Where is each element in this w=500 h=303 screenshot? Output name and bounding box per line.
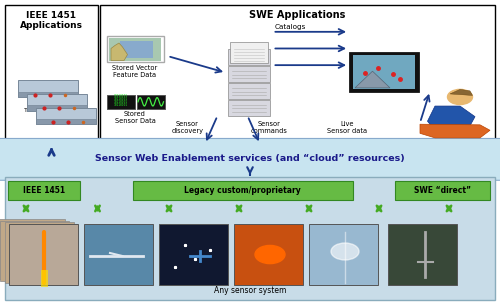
Circle shape: [331, 243, 359, 260]
FancyBboxPatch shape: [388, 224, 456, 285]
FancyBboxPatch shape: [26, 94, 86, 111]
Text: Any sensor system: Any sensor system: [214, 286, 286, 295]
FancyBboxPatch shape: [9, 224, 78, 285]
FancyBboxPatch shape: [100, 5, 495, 145]
Text: Catalogs: Catalogs: [274, 24, 306, 30]
FancyBboxPatch shape: [0, 221, 69, 281]
FancyBboxPatch shape: [228, 83, 270, 99]
Text: TEDS/NCAP/STWS: TEDS/NCAP/STWS: [24, 108, 79, 113]
FancyBboxPatch shape: [18, 92, 78, 97]
Text: SWE Applications: SWE Applications: [250, 10, 346, 20]
Text: Stored
Sensor Data: Stored Sensor Data: [114, 111, 156, 124]
FancyBboxPatch shape: [18, 80, 78, 97]
FancyBboxPatch shape: [350, 53, 418, 91]
Text: 10110101: 10110101: [114, 97, 128, 102]
FancyBboxPatch shape: [8, 181, 80, 200]
FancyBboxPatch shape: [309, 224, 378, 285]
FancyBboxPatch shape: [5, 5, 98, 145]
Polygon shape: [450, 89, 472, 95]
FancyBboxPatch shape: [109, 38, 161, 61]
FancyBboxPatch shape: [84, 224, 153, 285]
Text: SWE “direct”: SWE “direct”: [414, 186, 471, 195]
FancyBboxPatch shape: [120, 41, 152, 58]
FancyBboxPatch shape: [132, 181, 352, 200]
Text: 10110101: 10110101: [114, 94, 128, 98]
FancyBboxPatch shape: [106, 36, 164, 62]
FancyBboxPatch shape: [159, 224, 228, 285]
FancyBboxPatch shape: [106, 95, 135, 109]
Polygon shape: [355, 71, 390, 88]
Text: IEEE 1451: IEEE 1451: [22, 186, 65, 195]
FancyBboxPatch shape: [26, 105, 86, 111]
Polygon shape: [420, 124, 490, 138]
FancyBboxPatch shape: [230, 42, 268, 63]
FancyBboxPatch shape: [36, 119, 96, 124]
Text: Sensor Web Enablement services (and “cloud” resources): Sensor Web Enablement services (and “clo…: [95, 154, 405, 163]
Circle shape: [448, 89, 472, 105]
Text: Live
Sensor data: Live Sensor data: [328, 121, 368, 134]
Polygon shape: [428, 106, 475, 130]
Text: Sensor
commands: Sensor commands: [250, 121, 288, 134]
FancyBboxPatch shape: [228, 66, 270, 82]
FancyBboxPatch shape: [4, 222, 73, 283]
FancyBboxPatch shape: [234, 224, 303, 285]
Polygon shape: [111, 43, 128, 61]
Text: 10110101: 10110101: [114, 103, 128, 108]
FancyBboxPatch shape: [5, 177, 495, 300]
FancyBboxPatch shape: [136, 95, 165, 109]
FancyBboxPatch shape: [353, 55, 414, 89]
Text: Sensor
discovery: Sensor discovery: [172, 121, 203, 134]
Text: 10110101: 10110101: [114, 100, 128, 105]
FancyBboxPatch shape: [0, 219, 64, 279]
FancyBboxPatch shape: [228, 100, 270, 116]
FancyBboxPatch shape: [36, 108, 96, 124]
Text: IEEE 1451
Applications: IEEE 1451 Applications: [20, 11, 83, 30]
Circle shape: [255, 245, 285, 264]
Text: Stored Vector
Feature Data: Stored Vector Feature Data: [112, 65, 158, 78]
FancyBboxPatch shape: [228, 49, 270, 65]
FancyBboxPatch shape: [0, 138, 500, 180]
FancyBboxPatch shape: [395, 181, 490, 200]
Text: Legacy custom/proprietary: Legacy custom/proprietary: [184, 186, 301, 195]
